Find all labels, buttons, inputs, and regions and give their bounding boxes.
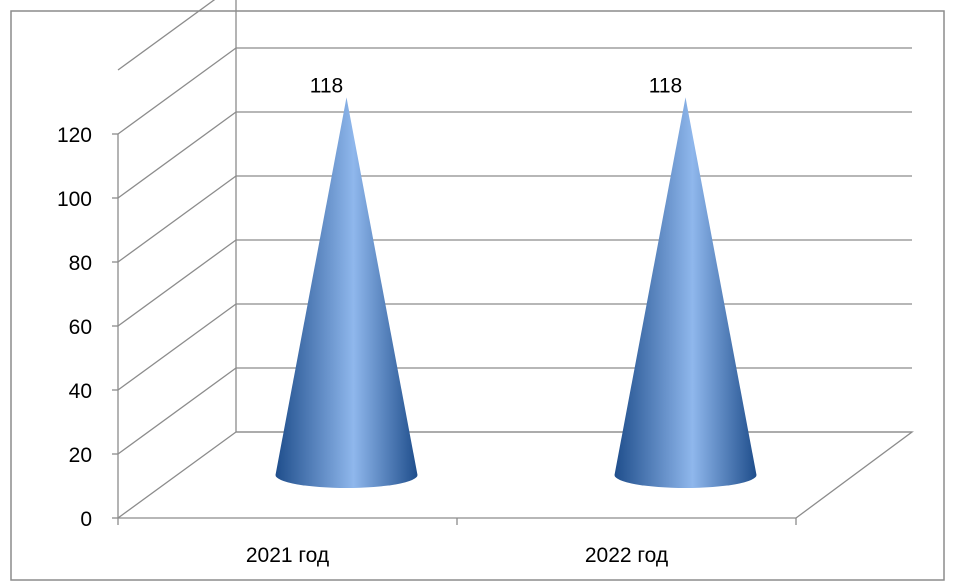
cone-body — [275, 97, 418, 488]
gridlines — [117, 0, 912, 455]
y-tick-label: 20 — [69, 444, 92, 467]
data-label: 118 — [649, 74, 682, 97]
floor — [117, 431, 914, 519]
gridline-side — [117, 239, 237, 327]
axes — [112, 0, 914, 525]
y-tick-label: 0 — [80, 508, 92, 531]
x-tick-label: 2022 год — [585, 544, 668, 567]
y-tick-label: 60 — [69, 316, 92, 339]
y-tick-labels: 0 20 40 60 80 100 120 — [57, 124, 92, 531]
gridline-side — [117, 0, 216, 71]
cone-bar — [614, 97, 757, 489]
gridline-side — [117, 367, 237, 455]
data-labels: 118 118 — [310, 74, 682, 97]
cones — [275, 97, 757, 489]
y-tick-label: 40 — [69, 380, 92, 403]
gridline-side — [117, 111, 237, 199]
x-tick-labels: 2021 год 2022 год — [246, 544, 668, 567]
gridline-side — [117, 303, 237, 391]
chart-frame — [10, 10, 945, 581]
y-tick-label: 100 — [57, 188, 92, 211]
data-label: 118 — [310, 74, 343, 97]
y-tick-label: 80 — [69, 252, 92, 275]
gridline-side — [117, 47, 237, 135]
cone-bar — [275, 97, 418, 488]
y-tick-label: 120 — [57, 124, 92, 147]
cone-body — [614, 97, 757, 489]
gridline-side — [117, 175, 237, 263]
x-tick-label: 2021 год — [246, 544, 329, 567]
